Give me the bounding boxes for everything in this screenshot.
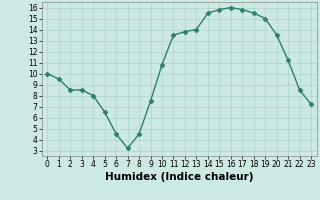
X-axis label: Humidex (Indice chaleur): Humidex (Indice chaleur): [105, 172, 253, 182]
